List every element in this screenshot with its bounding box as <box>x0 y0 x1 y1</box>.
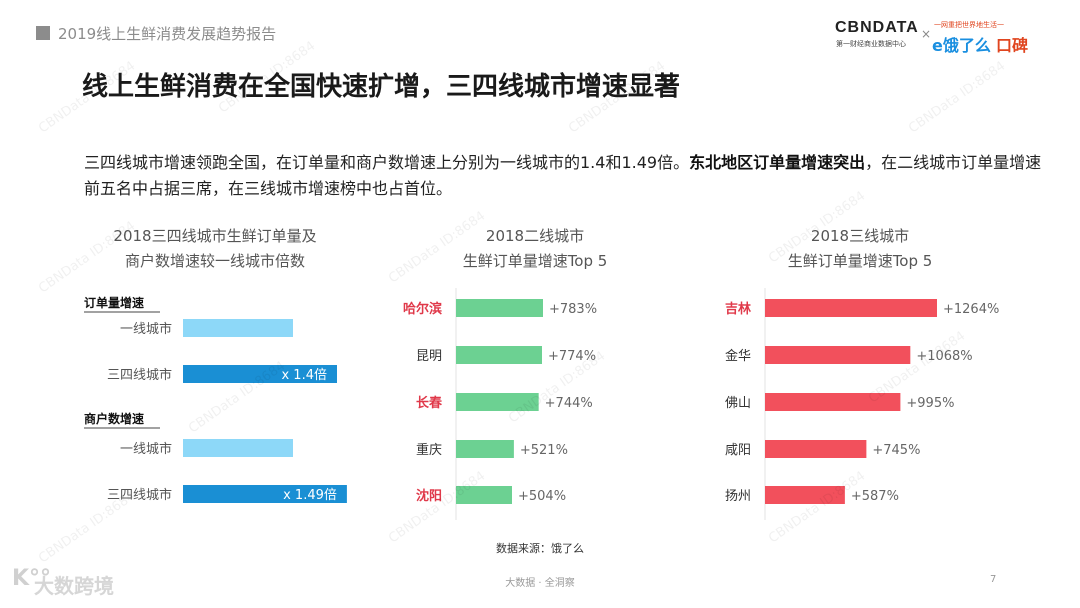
chart2-bar <box>456 299 543 317</box>
summary-text: 三四线城市增速领跑全国，在订单量和商户数增速上分别为一线城市的1.4和1.49倍… <box>84 150 1044 202</box>
chart2-bar <box>456 393 539 411</box>
chart1-category-label: 三四线城市 <box>107 367 172 383</box>
footer-text: 大数据 · 全洞察 <box>505 578 575 589</box>
data-source: 数据来源：饿了么 <box>496 542 584 555</box>
chart3-title: 2018三线城市 生鲜订单量增速Top 5 <box>745 224 975 274</box>
cbndata-logo-subtitle: 第一财经商业数据中心 <box>836 40 906 48</box>
chart2-title-line2: 生鲜订单量增速Top 5 <box>462 252 608 270</box>
eleme-logo: e饿了么 <box>932 36 991 55</box>
chart2-category-label: 哈尔滨 <box>403 301 442 317</box>
chart1-group-label: 商户数增速 <box>84 411 144 426</box>
watermark-text: 大数跨境 <box>34 574 114 598</box>
report-title: 2019线上生鲜消费发展趋势报告 <box>58 25 277 43</box>
chart2-category-label: 沈阳 <box>416 488 442 504</box>
chart3-bar <box>765 393 901 411</box>
chart3-title-line2: 生鲜订单量增速Top 5 <box>787 252 933 270</box>
chart2-title-line1: 2018二线城市 <box>485 227 585 245</box>
koubei-logo: 口碑 <box>996 36 1029 55</box>
chart3-category-label: 金华 <box>725 348 751 364</box>
chart1-title-line1: 2018三四线城市生鲜订单量及 <box>113 227 317 245</box>
cbndata-logo: CBNDATA <box>835 19 919 36</box>
chart1-value-label: x 1.4倍 <box>281 368 327 383</box>
chart1-title-line2: 商户数增速较一线城市倍数 <box>124 252 305 270</box>
chart1-category-label: 三四线城市 <box>107 487 172 503</box>
chart1-bar <box>183 365 337 383</box>
chart2-value-label: +744% <box>545 396 593 411</box>
chart1-group-label: 订单量增速 <box>84 295 144 310</box>
chart1-value-label: x 1.49倍 <box>283 488 337 503</box>
chart2-title: 2018二线城市 生鲜订单量增速Top 5 <box>420 224 650 274</box>
chart2-category-label: 昆明 <box>416 349 442 364</box>
chart2-bar <box>456 346 542 364</box>
chart2-category-label: 长春 <box>416 395 443 411</box>
chart3-value-label: +995% <box>906 396 954 411</box>
summary-part1: 三四线城市增速领跑全国，在订单量和商户数增速上分别为一线城市的1.4和1.49倍… <box>84 153 690 172</box>
chart3-bar <box>765 346 911 364</box>
chart3-title-line1: 2018三线城市 <box>810 227 910 245</box>
brand-separator: × <box>921 27 932 41</box>
chart1-category-label: 一线城市 <box>120 321 172 337</box>
chart3-value-label: +1068% <box>916 349 972 364</box>
chart1-bar <box>183 485 347 503</box>
chart3-bar <box>765 299 937 317</box>
page-title: 线上生鲜消费在全国快速扩增，三四线城市增速显著 <box>82 72 681 102</box>
chart2-value-label: +504% <box>518 489 566 504</box>
chart1-bar <box>183 319 293 337</box>
chart2-bar <box>456 486 512 504</box>
summary-bold: 东北地区订单量增速突出 <box>689 153 866 172</box>
chart3-value-label: +1264% <box>943 302 999 317</box>
chart3-category-label: 扬州 <box>725 489 751 504</box>
chart1-title: 2018三四线城市生鲜订单量及 商户数增速较一线城市倍数 <box>90 224 340 274</box>
chart3-category-label: 咸阳 <box>725 443 751 458</box>
report-square-icon <box>36 26 50 40</box>
chart3-category-label: 吉林 <box>725 301 751 317</box>
watermark-logo-icon: K°° <box>12 566 52 591</box>
chart2-category-label: 重庆 <box>416 442 442 458</box>
chart2-value-label: +774% <box>548 349 596 364</box>
chart2-value-label: +783% <box>549 302 597 317</box>
chart3-value-label: +587% <box>851 489 899 504</box>
chart2-value-label: +521% <box>520 443 568 458</box>
chart3-value-label: +745% <box>872 443 920 458</box>
page-number: 7 <box>990 574 997 585</box>
summary-part2: ，在二线城市订单量增速前五名中占据三席，在三线城市增速榜中也占首位。 <box>84 153 1042 198</box>
eleme-tagline: 一网重把世界地生活一 <box>934 21 1004 29</box>
chart3-bar <box>765 440 867 458</box>
chart2-bar <box>456 440 514 458</box>
chart1-category-label: 一线城市 <box>120 441 172 457</box>
chart3-category-label: 佛山 <box>725 396 751 411</box>
chart1-bar <box>183 439 293 457</box>
chart3-bar <box>765 486 845 504</box>
